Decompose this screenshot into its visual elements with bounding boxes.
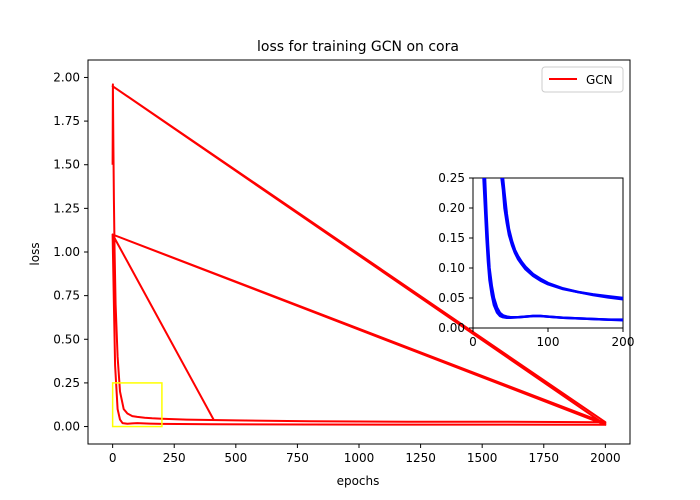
y-tick-label-7: 1.75	[53, 114, 80, 128]
inset-line-1	[483, 177, 624, 322]
inset-line-3	[501, 177, 624, 301]
inset-y-axis: 0.00 0.05 0.10 0.15 0.20 0.25	[438, 171, 473, 335]
x-tick-label-5: 1250	[405, 451, 436, 465]
main-y-axis: 0.00 0.25 0.50 0.75 1.00 1.25 1.50 1.75 2.00	[53, 70, 88, 434]
y-axis-label: loss	[28, 242, 42, 265]
y-tick-label-2: 0.50	[53, 332, 80, 346]
y-tick-label-4: 1.00	[53, 245, 80, 259]
y-tick-label-6: 1.50	[53, 158, 80, 172]
inset-y-tick-label-5: 0.25	[438, 171, 465, 185]
main-x-axis: 0 250 500 750 1000 1250 1500 1750 2000	[109, 444, 621, 465]
inset-x-axis: 0 100 200	[469, 328, 634, 349]
x-tick-label-2: 500	[224, 451, 247, 465]
x-tick-label-7: 1750	[528, 451, 559, 465]
inset-series	[482, 177, 624, 322]
legend-box	[541, 66, 624, 93]
legend: GCN	[541, 66, 624, 93]
inset-y-tick-label-2: 0.10	[438, 261, 465, 275]
inset-x-tick-label-1: 100	[537, 335, 560, 349]
y-tick-label-5: 1.25	[53, 201, 80, 215]
inset-y-tick-label-0: 0.00	[438, 321, 465, 335]
y-tick-label-0: 0.00	[53, 420, 80, 434]
inset-x-tick-label-0: 0	[469, 335, 477, 349]
chart-title: loss for training GCN on cora	[257, 39, 459, 55]
y-tick-label-1: 0.25	[53, 376, 80, 390]
inset-y-tick-label-3: 0.15	[438, 231, 465, 245]
x-tick-label-3: 750	[286, 451, 309, 465]
x-tick-label-0: 0	[109, 451, 117, 465]
inset-x-tick-label-2: 200	[612, 335, 635, 349]
y-tick-label-8: 2.00	[53, 70, 80, 84]
x-axis-label: epochs	[337, 474, 380, 488]
x-tick-label-1: 250	[163, 451, 186, 465]
x-tick-label-8: 2000	[590, 451, 621, 465]
inset-y-tick-label-1: 0.05	[438, 291, 465, 305]
y-tick-label-3: 0.75	[53, 289, 80, 303]
inset-y-tick-label-4: 0.20	[438, 201, 465, 215]
zoom-box	[111, 382, 163, 428]
x-tick-label-4: 1000	[344, 451, 375, 465]
legend-label-gcn: GCN	[586, 73, 613, 87]
series-line-gcn	[111, 83, 607, 426]
x-tick-label-6: 1500	[467, 451, 498, 465]
inset-plot-area	[472, 177, 624, 329]
